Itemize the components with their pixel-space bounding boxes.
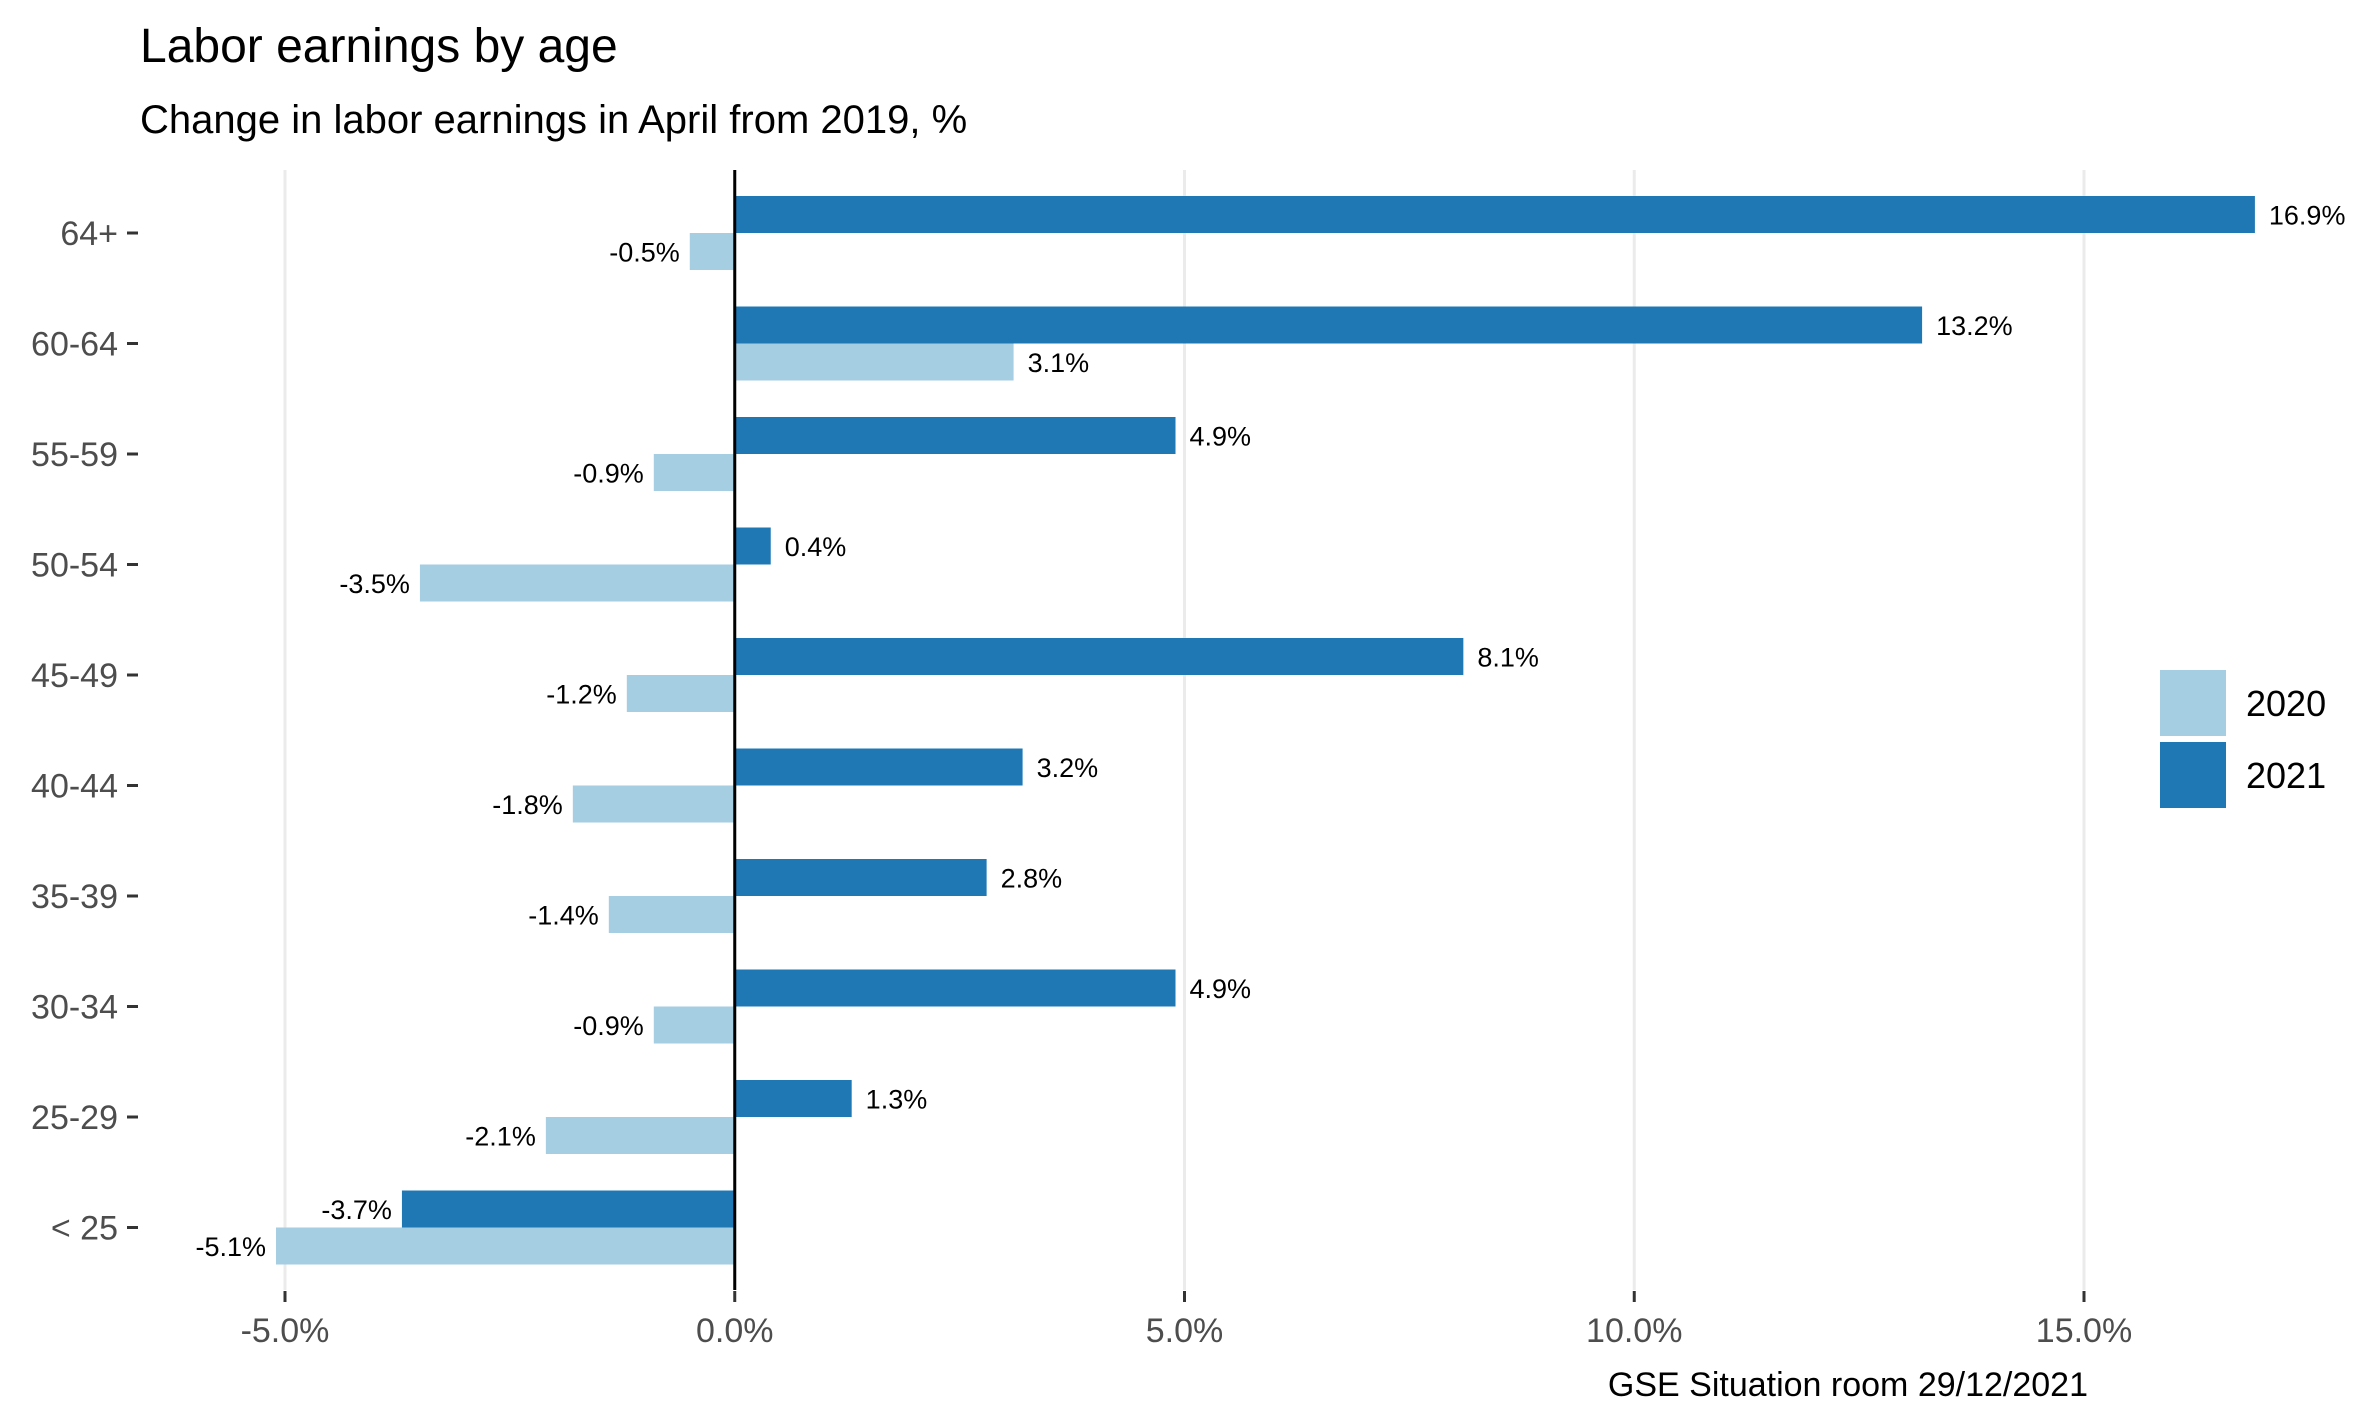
y-tick-label-2: 55-59 [31,436,118,474]
bar-2020-6 [608,896,735,933]
bar-2021-3 [734,527,771,565]
bar-2020-2 [653,454,735,491]
data-label-2020-6: -1.4% [528,901,599,931]
bar-2021-8 [734,1080,852,1117]
bar-2020-0 [689,233,735,270]
chart-caption: GSE Situation room 29/12/2021 [1608,1366,2088,1404]
data-label-2021-5: 3.2% [1037,753,1099,783]
bar-2021-1 [734,306,1923,344]
bar-2020-4 [626,675,735,712]
bar-2020-7 [653,1006,735,1044]
data-label-2020-3: -3.5% [339,569,410,599]
data-label-2021-9: -3.7% [321,1195,392,1225]
data-label-2021-1: 13.2% [1936,311,2013,341]
bar-2021-5 [734,748,1023,786]
x-tick-label-2: 5.0% [1146,1312,1224,1350]
data-label-2021-8: 1.3% [866,1085,928,1115]
bar-2021-2 [734,417,1176,454]
bar-2021-9 [401,1190,735,1228]
y-tick-label-9: < 25 [51,1210,118,1248]
y-tick-label-0: 64+ [60,215,118,253]
legend: 2020 2021 [2160,670,2326,808]
legend-swatch-2021 [2160,742,2226,808]
data-label-2021-4: 8.1% [1477,643,1539,673]
data-label-2020-1: 3.1% [1028,348,1090,378]
data-label-2020-4: -1.2% [546,680,617,710]
data-label-2020-9: -5.1% [195,1232,266,1262]
legend-label-2021: 2021 [2246,755,2326,796]
data-label-2021-7: 4.9% [1190,974,1252,1004]
x-axis: -5.0% 0.0% 5.0% 10.0% 15.0% [241,1291,2132,1350]
bar-2021-6 [734,859,987,896]
y-tick-label-4: 45-49 [31,657,118,695]
data-label-2020-5: -1.8% [492,790,563,820]
y-tick-label-6: 35-39 [31,878,118,916]
bar-2021-0 [734,196,2255,233]
chart-subtitle: Change in labor earnings in April from 2… [140,98,967,142]
data-label-2021-3: 0.4% [785,532,847,562]
y-tick-label-5: 40-44 [31,768,118,806]
data-label-2020-2: -0.9% [573,459,644,489]
bar-2020-1 [734,343,1014,381]
legend-label-2020: 2020 [2246,683,2326,724]
x-tick-label-0: -5.0% [241,1312,330,1350]
data-label-2020-0: -0.5% [609,238,680,268]
data-label-2021-6: 2.8% [1001,864,1063,894]
chart-title: Labor earnings by age [140,20,618,73]
data-label-2020-7: -0.9% [573,1011,644,1041]
y-tick-label-1: 60-64 [31,326,118,364]
x-tick-label-4: 15.0% [2036,1312,2132,1350]
bar-2020-3 [419,564,735,602]
y-tick-label-7: 30-34 [31,989,118,1027]
data-labels: 16.9% -0.5% 13.2% 3.1% 4.9% -0.9% 0.4% -3.5% 8.1… [195,201,2345,1263]
y-tick-label-8: 25-29 [31,1099,118,1137]
data-label-2021-0: 16.9% [2269,201,2346,231]
bars [276,196,2255,1265]
bar-2020-9 [276,1227,735,1265]
data-label-2021-2: 4.9% [1190,422,1252,452]
y-tick-label-3: 50-54 [31,547,118,585]
x-tick-label-3: 10.0% [1586,1312,1682,1350]
bar-2021-4 [734,638,1464,675]
legend-swatch-2020 [2160,670,2226,736]
bar-2020-8 [545,1117,735,1154]
bar-2020-5 [572,785,735,823]
data-label-2020-8: -2.1% [465,1122,536,1152]
bar-2021-7 [734,969,1176,1007]
y-axis: 64+ 60-64 55-59 50-54 45-49 40-44 35-39 30-34 25… [31,215,138,1248]
x-tick-label-1: 0.0% [696,1312,774,1350]
